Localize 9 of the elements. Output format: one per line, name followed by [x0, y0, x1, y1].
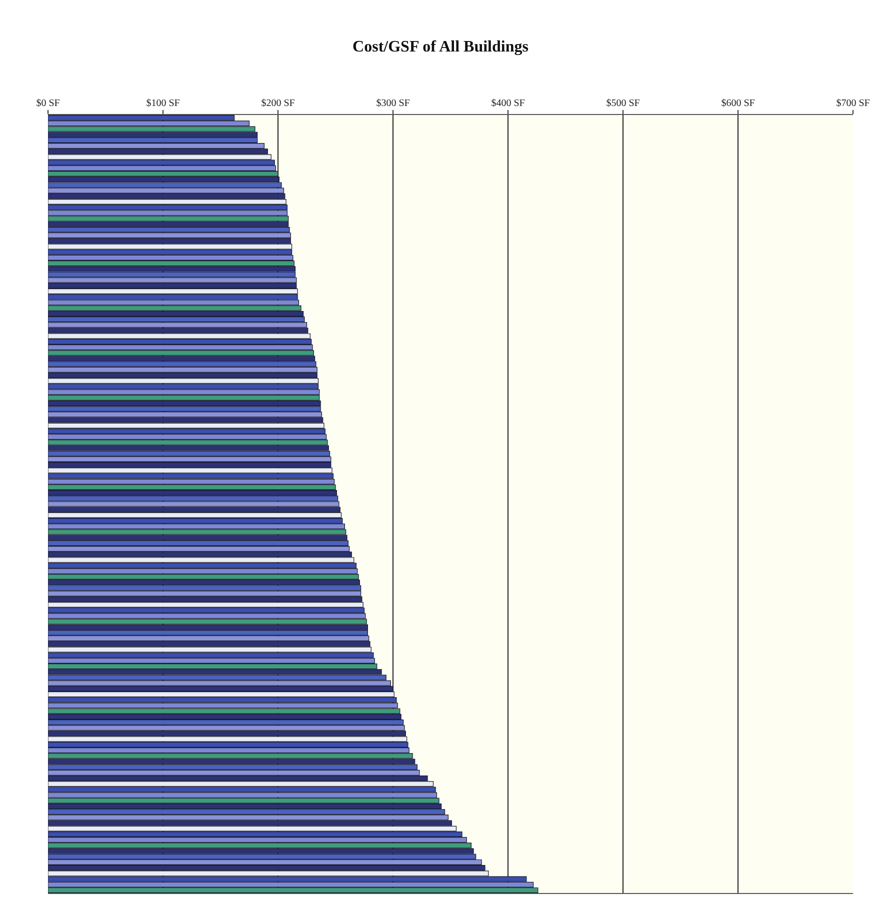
- x-tick-label: $0 SF: [36, 98, 60, 109]
- chart-title: Cost/GSF of All Buildings: [352, 38, 528, 56]
- x-tick-label: $300 SF: [376, 98, 410, 109]
- x-tick-label: $600 SF: [721, 98, 756, 109]
- x-tick-label: $200 SF: [261, 98, 296, 109]
- x-tick-label: $500 SF: [606, 98, 640, 109]
- x-tick-label: $400 SF: [491, 98, 526, 109]
- x-tick-label: $700 SF: [836, 98, 870, 109]
- x-tick-label: $100 SF: [146, 98, 180, 109]
